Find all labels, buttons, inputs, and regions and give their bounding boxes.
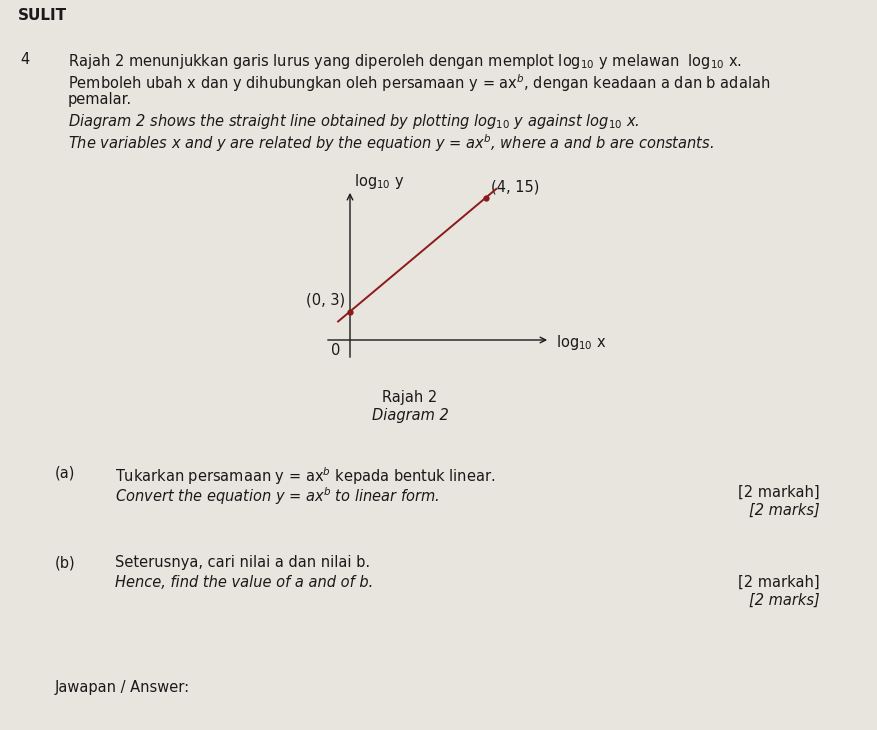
Text: (0, 3): (0, 3) bbox=[306, 293, 345, 307]
Text: log$_{10}$ x: log$_{10}$ x bbox=[556, 333, 607, 352]
Text: Seterusnya, cari nilai a dan nilai b.: Seterusnya, cari nilai a dan nilai b. bbox=[115, 555, 370, 570]
Text: [2 markah]: [2 markah] bbox=[738, 575, 820, 590]
Text: [2 marks]: [2 marks] bbox=[749, 593, 820, 608]
Text: Jawapan / Answer:: Jawapan / Answer: bbox=[55, 680, 190, 695]
Text: 0: 0 bbox=[331, 343, 340, 358]
Text: pemalar.: pemalar. bbox=[68, 92, 132, 107]
Text: (a): (a) bbox=[55, 465, 75, 480]
Text: Tukarkan persamaan y = ax$^b$ kepada bentuk linear.: Tukarkan persamaan y = ax$^b$ kepada ben… bbox=[115, 465, 496, 487]
Text: Rajah 2: Rajah 2 bbox=[382, 390, 438, 405]
Text: Diagram 2: Diagram 2 bbox=[372, 408, 448, 423]
Text: Pemboleh ubah x dan y dihubungkan oleh persamaan y = ax$^b$, dengan keadaan a da: Pemboleh ubah x dan y dihubungkan oleh p… bbox=[68, 72, 770, 93]
Text: 4: 4 bbox=[20, 52, 29, 67]
Text: [2 marks]: [2 marks] bbox=[749, 503, 820, 518]
Text: [2 markah]: [2 markah] bbox=[738, 485, 820, 500]
Text: log$_{10}$ y: log$_{10}$ y bbox=[354, 172, 405, 191]
Text: Convert the equation y = ax$^b$ to linear form.: Convert the equation y = ax$^b$ to linea… bbox=[115, 485, 439, 507]
Text: Diagram 2 shows the straight line obtained by plotting log$_{10}$ y against log$: Diagram 2 shows the straight line obtain… bbox=[68, 112, 639, 131]
Text: (4, 15): (4, 15) bbox=[491, 180, 539, 194]
Text: The variables x and y are related by the equation y = ax$^b$, where a and b are : The variables x and y are related by the… bbox=[68, 132, 714, 154]
Text: Hence, find the value of a and of b.: Hence, find the value of a and of b. bbox=[115, 575, 374, 590]
Text: Rajah 2 menunjukkan garis lurus yang diperoleh dengan memplot log$_{10}$ y melaw: Rajah 2 menunjukkan garis lurus yang dip… bbox=[68, 52, 742, 71]
Text: (b): (b) bbox=[55, 555, 75, 570]
Text: SULIT: SULIT bbox=[18, 8, 68, 23]
